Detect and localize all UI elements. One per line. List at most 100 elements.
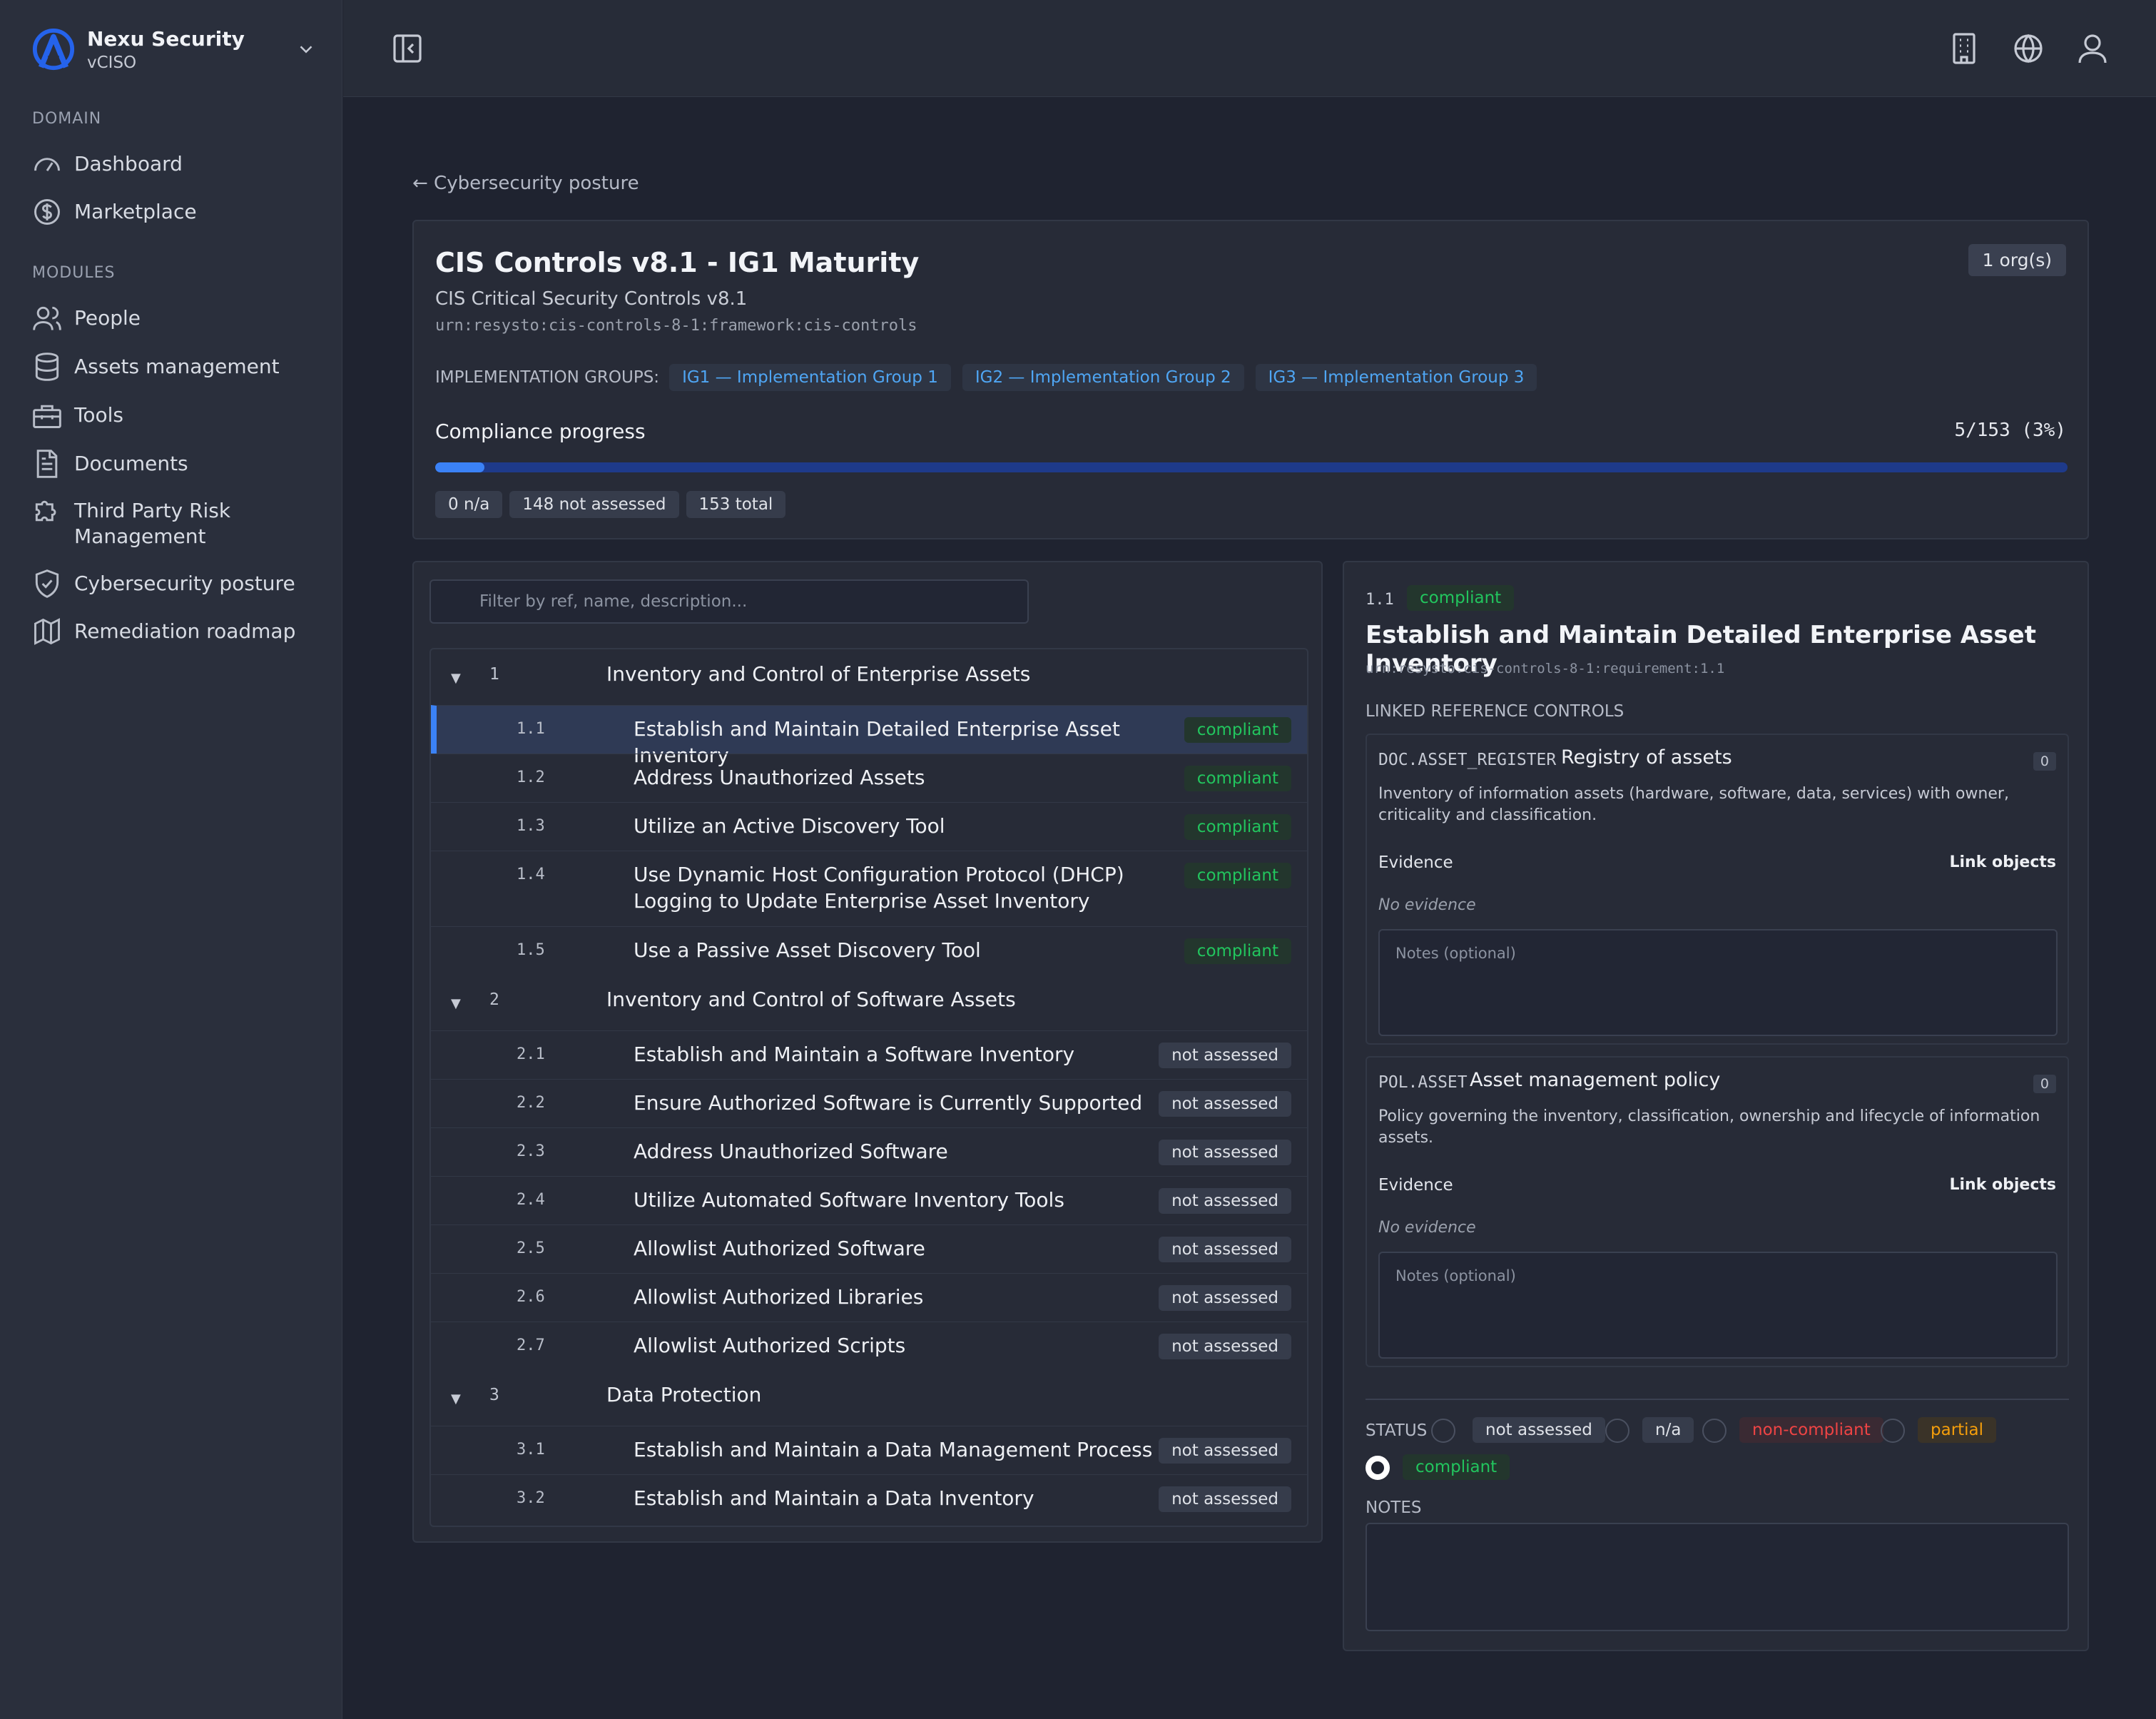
user-icon <box>2078 34 2107 64</box>
sidebar-item-marketplace[interactable]: Marketplace <box>31 199 317 228</box>
status-option-partial[interactable]: partial <box>1918 1417 1997 1443</box>
group-ref: 1 <box>489 665 499 684</box>
requirement-row[interactable]: 1.3 Utilize an Active Discovery Tool compl… <box>431 802 1307 851</box>
group-ref: 2 <box>489 990 499 1009</box>
requirement-row[interactable]: 1.2 Address Unauthorized Assets compliant <box>431 754 1307 802</box>
users-icon <box>33 306 61 330</box>
sidebar-item-remediation-roadmap[interactable]: Remediation roadmap <box>31 618 317 647</box>
caret-down-icon[interactable]: ▼ <box>451 996 461 1011</box>
status-radio-na[interactable] <box>1605 1419 1629 1443</box>
requirement-row[interactable]: 2.2 Ensure Authorized Software is Current… <box>431 1079 1307 1127</box>
sidebar-item-label: Documents <box>74 452 188 475</box>
tree-group-row[interactable]: ▼ 1 Inventory and Control of Enterprise As… <box>431 649 1307 705</box>
requirement-name: Allowlist Authorized Libraries <box>634 1285 924 1309</box>
building-icon <box>1953 33 1976 64</box>
status-radio-not-assessed[interactable] <box>1431 1419 1455 1443</box>
requirement-row[interactable]: 3.1 Establish and Maintain a Data Managem… <box>431 1426 1307 1474</box>
requirement-row[interactable]: 1.5 Use a Passive Asset Discovery Tool com… <box>431 926 1307 975</box>
requirement-ref: 1.5 <box>517 941 545 959</box>
org-switcher[interactable]: Nexu Security vCISO <box>31 26 317 73</box>
ig-tag[interactable]: IG3 — Implementation Group 3 <box>1255 364 1537 391</box>
evidence-label: Evidence <box>1378 853 1453 872</box>
status-radio-compliant[interactable] <box>1366 1456 1390 1480</box>
status-option-non-compliant[interactable]: non-compliant <box>1739 1417 1883 1443</box>
chevron-down-icon[interactable] <box>295 39 317 60</box>
sidebar-item-assets-management[interactable]: Assets management <box>31 353 317 382</box>
page-title: CIS Controls v8.1 - IG1 Maturity <box>435 247 920 278</box>
status-radio-non-compliant[interactable] <box>1702 1419 1727 1443</box>
document-icon <box>36 450 58 478</box>
requirement-ref: 2.5 <box>517 1239 545 1257</box>
implementation-groups: IMPLEMENTATION GROUPS: IG1 — Implementat… <box>435 364 1548 391</box>
sidebar-collapse-icon <box>393 34 422 63</box>
nexu-logo-icon <box>32 28 75 71</box>
requirement-name: Allowlist Authorized Scripts <box>634 1334 906 1357</box>
control-notes-input[interactable]: Notes (optional) <box>1378 1252 2058 1359</box>
requirement-name: Establish and Maintain a Software Invent… <box>634 1043 1075 1066</box>
sidebar-item-cybersecurity-posture[interactable]: Cybersecurity posture <box>31 569 317 599</box>
requirement-name: Utilize Automated Software Inventory Too… <box>634 1188 1064 1212</box>
language-button[interactable] <box>2011 31 2045 66</box>
requirement-ref: 2.7 <box>517 1337 545 1354</box>
filter-input[interactable]: Filter by ref, name, description... <box>429 579 1029 624</box>
ig-tag[interactable]: IG1 — Implementation Group 1 <box>669 364 951 391</box>
framework-urn: urn:resysto:cis-controls-8-1:framework:c… <box>435 317 917 335</box>
linked-control-card: POL.ASSET Asset management policy 0 Poli… <box>1366 1056 2069 1367</box>
requirement-ref: 1.3 <box>517 817 545 835</box>
sidebar-item-label: Tools <box>74 403 123 427</box>
sidebar-collapse-button[interactable] <box>390 31 424 66</box>
detail-ref: 1.1 <box>1366 591 1394 609</box>
requirement-name: Establish and Maintain a Data Management… <box>634 1438 1153 1461</box>
sidebar-item-label: Assets management <box>74 355 280 378</box>
control-notes-input[interactable]: Notes (optional) <box>1378 929 2058 1036</box>
link-objects-button[interactable]: Link objects <box>1949 853 2057 871</box>
evidence-label: Evidence <box>1378 1176 1453 1195</box>
caret-down-icon[interactable]: ▼ <box>451 671 461 686</box>
requirement-row[interactable]: 3.2 Establish and Maintain a Data Invento… <box>431 1474 1307 1523</box>
org-count-badge: 1 org(s) <box>1968 244 2066 276</box>
sidebar-item-third-party-risk-management[interactable]: Third Party Risk Management <box>31 498 317 549</box>
user-menu-button[interactable] <box>2075 31 2110 66</box>
globe-icon <box>2014 34 2043 64</box>
back-link[interactable]: ← Cybersecurity posture <box>412 173 639 194</box>
requirement-row[interactable]: 2.4 Utilize Automated Software Inventory … <box>431 1176 1307 1224</box>
ig-tag[interactable]: IG2 — Implementation Group 2 <box>962 364 1244 391</box>
gauge-icon <box>34 158 60 171</box>
status-option-not-assessed[interactable]: not assessed <box>1473 1417 1605 1443</box>
sidebar-item-documents[interactable]: Documents <box>31 450 317 480</box>
requirement-row[interactable]: 2.5 Allowlist Authorized Software not asse… <box>431 1224 1307 1273</box>
organization-button[interactable] <box>1947 31 1981 66</box>
requirement-name: Use Dynamic Host Configuration Protocol … <box>634 863 1124 913</box>
shield-check-icon <box>35 569 59 598</box>
compliance-progress-bar <box>435 462 2068 472</box>
requirement-row[interactable]: 2.1 Establish and Maintain a Software Inv… <box>431 1030 1307 1079</box>
requirement-ref: 2.1 <box>517 1045 545 1063</box>
requirement-row[interactable]: 2.3 Address Unauthorized Software not asse… <box>431 1127 1307 1176</box>
sidebar-item-tools[interactable]: Tools <box>31 402 317 431</box>
requirement-detail-card: 1.1 compliant Establish and Maintain Det… <box>1343 561 2089 1651</box>
status-badge: compliant <box>1184 766 1291 791</box>
requirement-row[interactable]: 2.6 Allowlist Authorized Libraries not ass… <box>431 1273 1307 1322</box>
sidebar-item-label: People <box>74 306 141 330</box>
sidebar-item-people[interactable]: People <box>31 305 317 334</box>
caret-down-icon[interactable]: ▼ <box>451 1391 461 1406</box>
link-objects-button[interactable]: Link objects <box>1949 1176 2057 1194</box>
requirement-row[interactable]: 1.1 Establish and Maintain Detailed Enter… <box>431 705 1307 767</box>
status-badge: compliant <box>1184 863 1291 888</box>
status-option-na[interactable]: n/a <box>1642 1417 1694 1443</box>
detail-title: Establish and Maintain Detailed Enterpri… <box>1366 621 2036 678</box>
status-option-compliant[interactable]: compliant <box>1403 1454 1510 1480</box>
requirement-ref: 1.2 <box>517 769 545 786</box>
tree-group-row[interactable]: ▼ 2 Inventory and Control of Software Asse… <box>431 975 1307 1030</box>
control-code: DOC.ASSET_REGISTER <box>1378 751 1557 769</box>
requirement-row[interactable]: 1.4 Use Dynamic Host Configuration Protoc… <box>431 851 1307 926</box>
tree-group-row[interactable]: ▼ 3 Data Protection <box>431 1370 1307 1426</box>
sidebar-item-dashboard[interactable]: Dashboard <box>31 151 317 180</box>
group-name: Inventory and Control of Enterprise Asse… <box>606 662 1031 686</box>
topbar <box>343 0 2156 97</box>
status-radio-partial[interactable] <box>1881 1419 1905 1443</box>
requirement-row[interactable]: 2.7 Allowlist Authorized Scripts not asses… <box>431 1322 1307 1370</box>
notes-textarea[interactable] <box>1366 1523 2069 1631</box>
requirement-name: Address Unauthorized Software <box>634 1140 948 1163</box>
section-label-modules: MODULES <box>32 264 116 282</box>
